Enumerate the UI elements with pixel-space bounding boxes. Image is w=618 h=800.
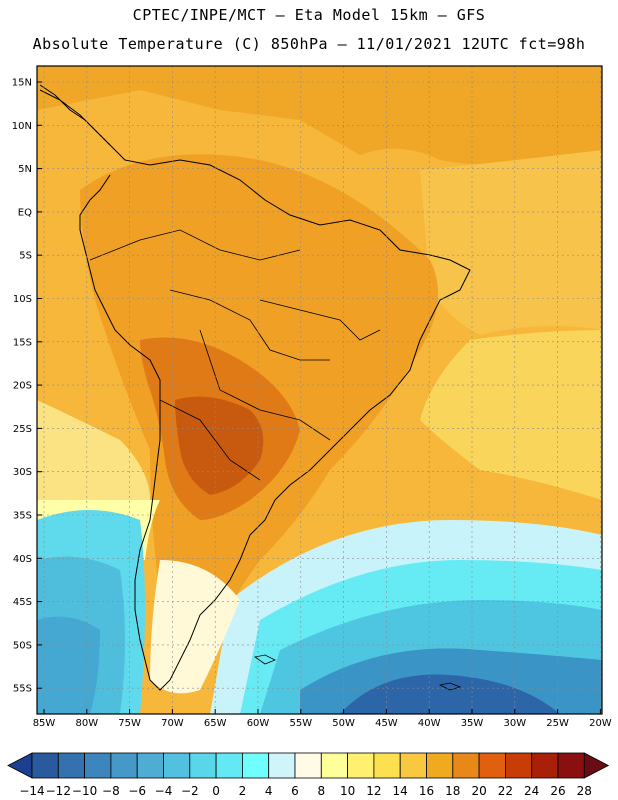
colorbar-segment (452, 752, 480, 779)
lon-label: 60W (247, 718, 270, 729)
lat-label: 15S (13, 337, 32, 348)
colorbar-label: 16 (419, 784, 434, 798)
colorbar-label: 8 (317, 784, 325, 798)
colorbar-label: −8 (102, 784, 120, 798)
map-gridlines (37, 66, 602, 714)
lat-label: 10N (12, 121, 32, 132)
colorbar-label: −14 (19, 784, 44, 798)
colorbar-segment (268, 752, 296, 779)
colorbar-label: 0 (212, 784, 220, 798)
colorbar-label: 6 (291, 784, 299, 798)
colorbar-segment (426, 752, 454, 779)
colorbar-label: 2 (239, 784, 247, 798)
lat-label: EQ (18, 207, 32, 218)
colorbar-segment (136, 752, 164, 779)
colorbar-segment (399, 752, 427, 779)
colorbar-labels: −14 −12 −10 −8 −6 −4 −2 0 2 4 6 8 10 12 14 16 18 20 22 24 26… (19, 784, 592, 798)
lat-label: 30S (13, 467, 32, 478)
lon-label: 80W (75, 718, 98, 729)
colorbar-label: −10 (72, 784, 97, 798)
temperature-field (37, 66, 602, 714)
lon-label: 55W (289, 718, 312, 729)
colorbar-left-arrow (7, 752, 33, 779)
colorbar-label: 20 (471, 784, 486, 798)
colorbar-label: −12 (46, 784, 71, 798)
colorbar-segment (189, 752, 217, 779)
colorbar-segment (347, 752, 375, 779)
lon-label: 75W (118, 718, 141, 729)
lat-label: 35S (13, 511, 32, 522)
colorbar-segment (320, 752, 348, 779)
lat-label: 40S (13, 554, 32, 565)
lon-label: 45W (375, 718, 398, 729)
colorbar-label: 24 (524, 784, 539, 798)
lon-label: 85W (33, 718, 56, 729)
colorbar-segment (57, 752, 85, 779)
colorbar-label: 4 (265, 784, 273, 798)
colorbar-segment (373, 752, 401, 779)
colorbar-label: 26 (550, 784, 565, 798)
colorbar-label: 12 (366, 784, 381, 798)
latitude-labels: 15N 10N 5N EQ 5S 10S 15S 20S 25S 30S 35S 40S 45S 50S 5… (12, 78, 42, 695)
colorbar-segment (241, 752, 270, 779)
lat-label: 5S (19, 251, 32, 262)
colorbar-label: 10 (340, 784, 355, 798)
lat-label: 5N (18, 164, 32, 175)
colorbar-right-arrow (583, 752, 610, 779)
colorbar-label: 14 (393, 784, 408, 798)
chart-title-line1: CPTEC/INPE/MCT – Eta Model 15km – GFS (132, 6, 486, 24)
lat-label: 50S (13, 640, 32, 651)
lon-label: 65W (204, 718, 227, 729)
colorbar-segment (557, 752, 585, 779)
colorbar-segment (31, 752, 59, 779)
lat-label: 55S (13, 684, 32, 695)
colorbar-label: −2 (181, 784, 199, 798)
colorbar-segment (294, 752, 322, 779)
colorbar-segment (504, 752, 533, 779)
map-frame (36, 65, 603, 715)
lat-label: 45S (13, 597, 32, 608)
colorbar-segment (478, 752, 506, 779)
colorbar-segment (84, 752, 112, 779)
colorbar-label: 22 (498, 784, 513, 798)
colorbar-label: −6 (128, 784, 146, 798)
colorbar-label: −4 (155, 784, 173, 798)
colorbar-segment (215, 752, 243, 779)
lat-label: 25S (13, 424, 32, 435)
longitude-labels: 85W 80W 75W 70W 65W 60W 55W 50W 45W 40W 35W 30W 25W 2… (33, 709, 612, 729)
lon-label: 20W (589, 718, 612, 729)
lat-label: 15N (12, 78, 32, 89)
lon-label: 30W (503, 718, 526, 729)
colorbar-label: 28 (577, 784, 592, 798)
lon-label: 25W (546, 718, 569, 729)
chart-title-line2: Absolute Temperature (C) 850hPa – 11/01/… (32, 35, 586, 53)
lon-label: 35W (461, 718, 484, 729)
lon-label: 40W (418, 718, 441, 729)
lat-label: 10S (13, 294, 32, 305)
colorbar-segment (531, 752, 559, 779)
lat-label: 20S (13, 381, 32, 392)
colorbar-label: 18 (445, 784, 460, 798)
lon-label: 50W (332, 718, 355, 729)
colorbar-segment (110, 752, 138, 779)
colorbar (7, 752, 610, 779)
colorbar-segment (163, 752, 191, 779)
lon-label: 70W (161, 718, 184, 729)
